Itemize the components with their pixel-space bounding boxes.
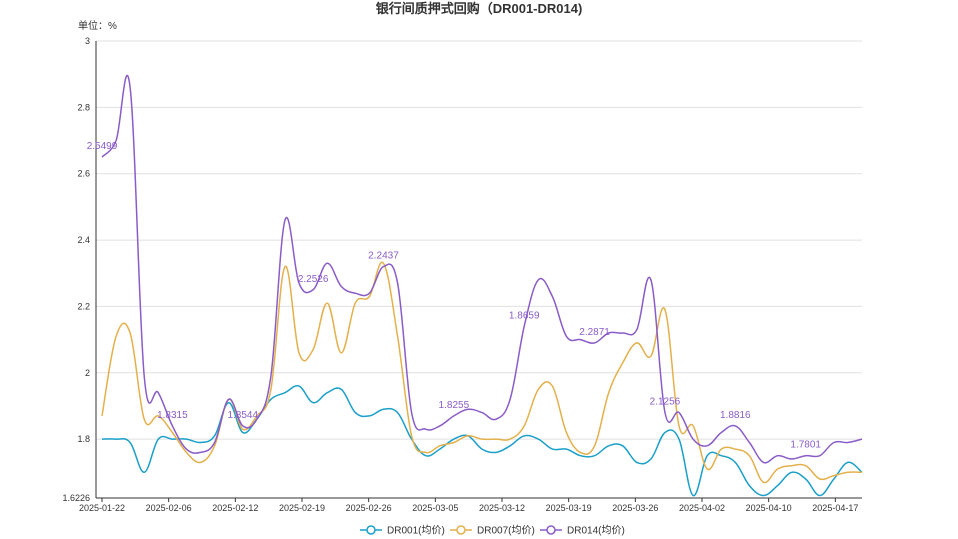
y-tick-label: 2.8 [77, 102, 90, 112]
legend-label: DR007(均价) [477, 525, 535, 537]
y-tick-label: 1.8 [77, 434, 90, 444]
x-tick-label: 2025-02-19 [279, 503, 325, 513]
x-tick-label: 2025-04-17 [812, 503, 858, 513]
legend-marker [366, 525, 376, 535]
data-label: 1.8255 [439, 400, 470, 411]
data-label: 1.8659 [509, 310, 540, 321]
x-tick-label: 2025-03-05 [412, 503, 458, 513]
chart-title: 银行间质押式回购（DR001-DR014) [376, 1, 583, 16]
y-axis-unit: 单位：% [78, 19, 117, 32]
data-label: 1.7448 [861, 0, 892, 3]
x-tick-label: 2025-03-19 [546, 503, 592, 513]
x-tick-label: 2025-03-12 [479, 503, 525, 513]
y-tick-label: 2.4 [77, 235, 90, 245]
grid-lines [96, 40, 862, 440]
x-tick-label: 2025-02-12 [212, 503, 258, 513]
x-tick-label: 2025-04-10 [746, 503, 792, 513]
data-label: 1.8544 [227, 410, 258, 421]
data-label: 2.2871 [579, 327, 610, 338]
y-tick-label: 2.2 [77, 301, 90, 311]
x-tick-label: 2025-04-02 [679, 503, 725, 513]
series-lines [101, 74, 863, 497]
y-tick-label: 1.6226 [62, 493, 90, 503]
data-label: 1.7801 [790, 440, 821, 451]
data-labels: 2.5499 1.8315 1.8544 2.2526 2.2437 1.8255 1.86… [87, 0, 892, 451]
x-tick-label: 2025-01-22 [79, 503, 125, 513]
x-tick-label: 2025-02-26 [346, 503, 392, 513]
data-label: 2.2526 [298, 274, 329, 285]
series-line-1 [101, 385, 863, 497]
series-line-3 [101, 74, 863, 464]
y-tick-label: 2 [85, 368, 90, 378]
legend-label: DR014(均价) [567, 525, 625, 537]
x-tick-label: 2025-02-06 [146, 503, 192, 513]
data-label: 1.8315 [157, 410, 188, 421]
data-label: 2.2437 [368, 251, 399, 262]
legend-item-1[interactable]: DR001(均价) [360, 525, 445, 537]
legend-label: DR001(均价) [387, 525, 445, 537]
data-label: 2.5499 [87, 141, 118, 152]
axes: 1.6226 1.8 2 2.2 2.4 2.6 2.8 3 2025-01-22 2025-02… [62, 36, 862, 513]
y-tick-label: 3 [85, 36, 90, 46]
x-tick-label: 2025-03-26 [612, 503, 658, 513]
data-label: 2.1256 [650, 397, 681, 408]
data-label: 1.8816 [720, 410, 751, 421]
legend-marker [546, 525, 556, 535]
legend-marker [456, 525, 466, 535]
legend-item-2[interactable]: DR007(均价) [450, 525, 535, 537]
y-tick-label: 2.6 [77, 169, 90, 179]
legend[interactable]: DR001(均价) DR007(均价) DR014(均价) [360, 525, 625, 537]
legend-item-3[interactable]: DR014(均价) [540, 525, 625, 537]
